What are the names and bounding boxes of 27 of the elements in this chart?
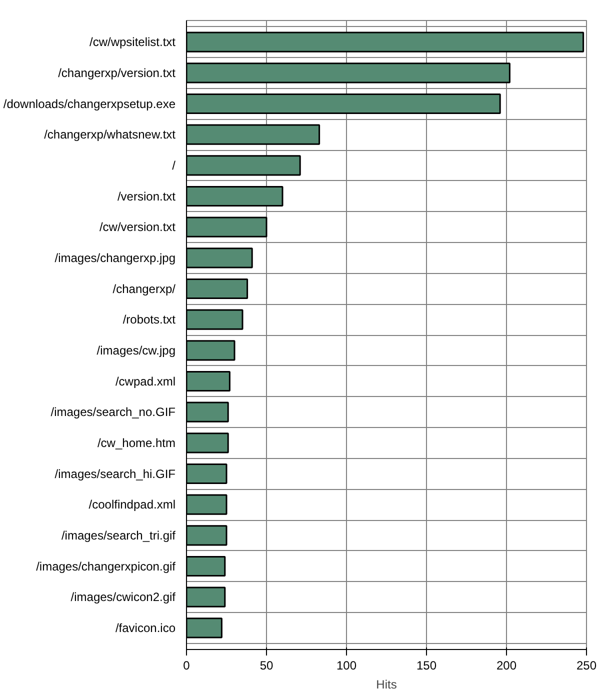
y-tick-label: /changerxp/	[112, 282, 176, 296]
y-tick-label: /cw/wpsitelist.txt	[89, 35, 176, 50]
y-tick-label: /cwpad.xml	[115, 374, 176, 388]
y-tick-label: /coolfindpad.xml	[88, 498, 176, 512]
x-axis-title: Hits	[376, 678, 397, 692]
x-tick-label: 100	[336, 658, 357, 672]
y-tick-label: /images/search_tri.gif	[61, 528, 176, 542]
y-tick-label: /cw_home.htm	[97, 436, 176, 450]
y-tick-label: /	[172, 158, 176, 172]
y-tick-label: /images/changerxp.jpg	[54, 250, 176, 265]
x-tick-label: 150	[416, 658, 437, 672]
y-tick-label: /images/search_no.GIF	[50, 405, 176, 420]
x-tick-label: 50	[260, 658, 274, 672]
y-tick-label: /version.txt	[117, 189, 176, 204]
y-tick-label: /changerxp/version.txt	[58, 66, 176, 80]
x-tick-label: 200	[496, 658, 517, 672]
x-tick-label: 250	[576, 658, 597, 672]
y-tick-label: /images/cwicon2.gif	[70, 590, 176, 604]
y-tick-label: /images/changerxpicon.gif	[36, 559, 176, 574]
y-tick-label: /favicon.ico	[115, 620, 176, 635]
x-tick-label: 0	[183, 658, 190, 672]
y-tick-label: /images/search_hi.GIF	[54, 466, 176, 481]
y-tick-label: /robots.txt	[122, 312, 176, 327]
y-tick-label: /changerxp/whatsnew.txt	[44, 128, 176, 142]
y-tick-label: /downloads/changerxpsetup.exe	[3, 96, 176, 111]
y-tick-label: /images/cw.jpg	[96, 343, 176, 358]
y-tick-label: /cw/version.txt	[99, 220, 176, 234]
